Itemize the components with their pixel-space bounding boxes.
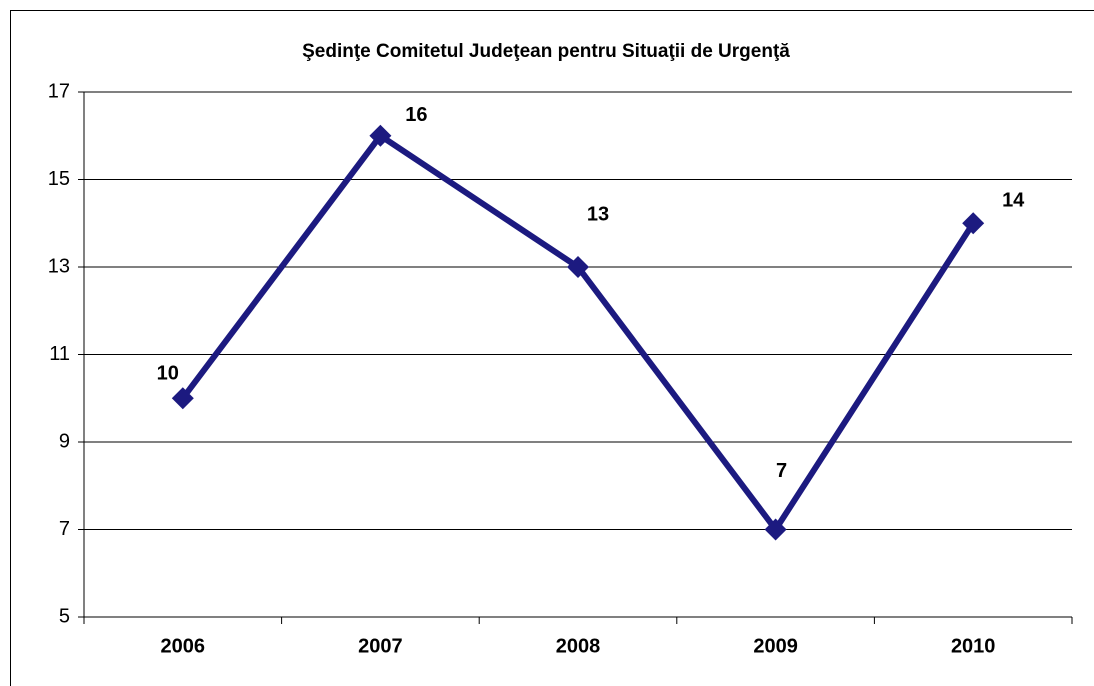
data-label: 10 [157, 363, 179, 385]
data-label: 13 [587, 203, 609, 225]
data-marker [764, 518, 787, 541]
x-tick-label: 2009 [753, 635, 798, 657]
x-tick-label: 2008 [556, 635, 601, 657]
x-tick-label: 2007 [358, 635, 403, 657]
x-tick-label: 2006 [161, 635, 206, 657]
data-label: 16 [405, 104, 427, 126]
y-tick-label: 17 [48, 80, 70, 102]
y-tick-label: 7 [59, 518, 70, 540]
data-label: 14 [1002, 190, 1025, 212]
chart-frame [10, 10, 1094, 686]
y-tick-label: 9 [59, 430, 70, 452]
data-marker [369, 124, 392, 147]
data-marker [962, 212, 985, 235]
y-tick-label: 11 [49, 343, 70, 365]
data-label: 7 [776, 460, 787, 482]
data-marker [567, 256, 589, 278]
data-marker [171, 387, 194, 410]
chart-title: Şedinţe Comitetul Judeţean pentru Situaţ… [302, 41, 790, 62]
y-tick-label: 13 [48, 255, 70, 277]
y-tick-label: 15 [48, 168, 70, 190]
y-tick-label: 5 [59, 605, 70, 627]
x-tick-label: 2010 [951, 635, 996, 657]
